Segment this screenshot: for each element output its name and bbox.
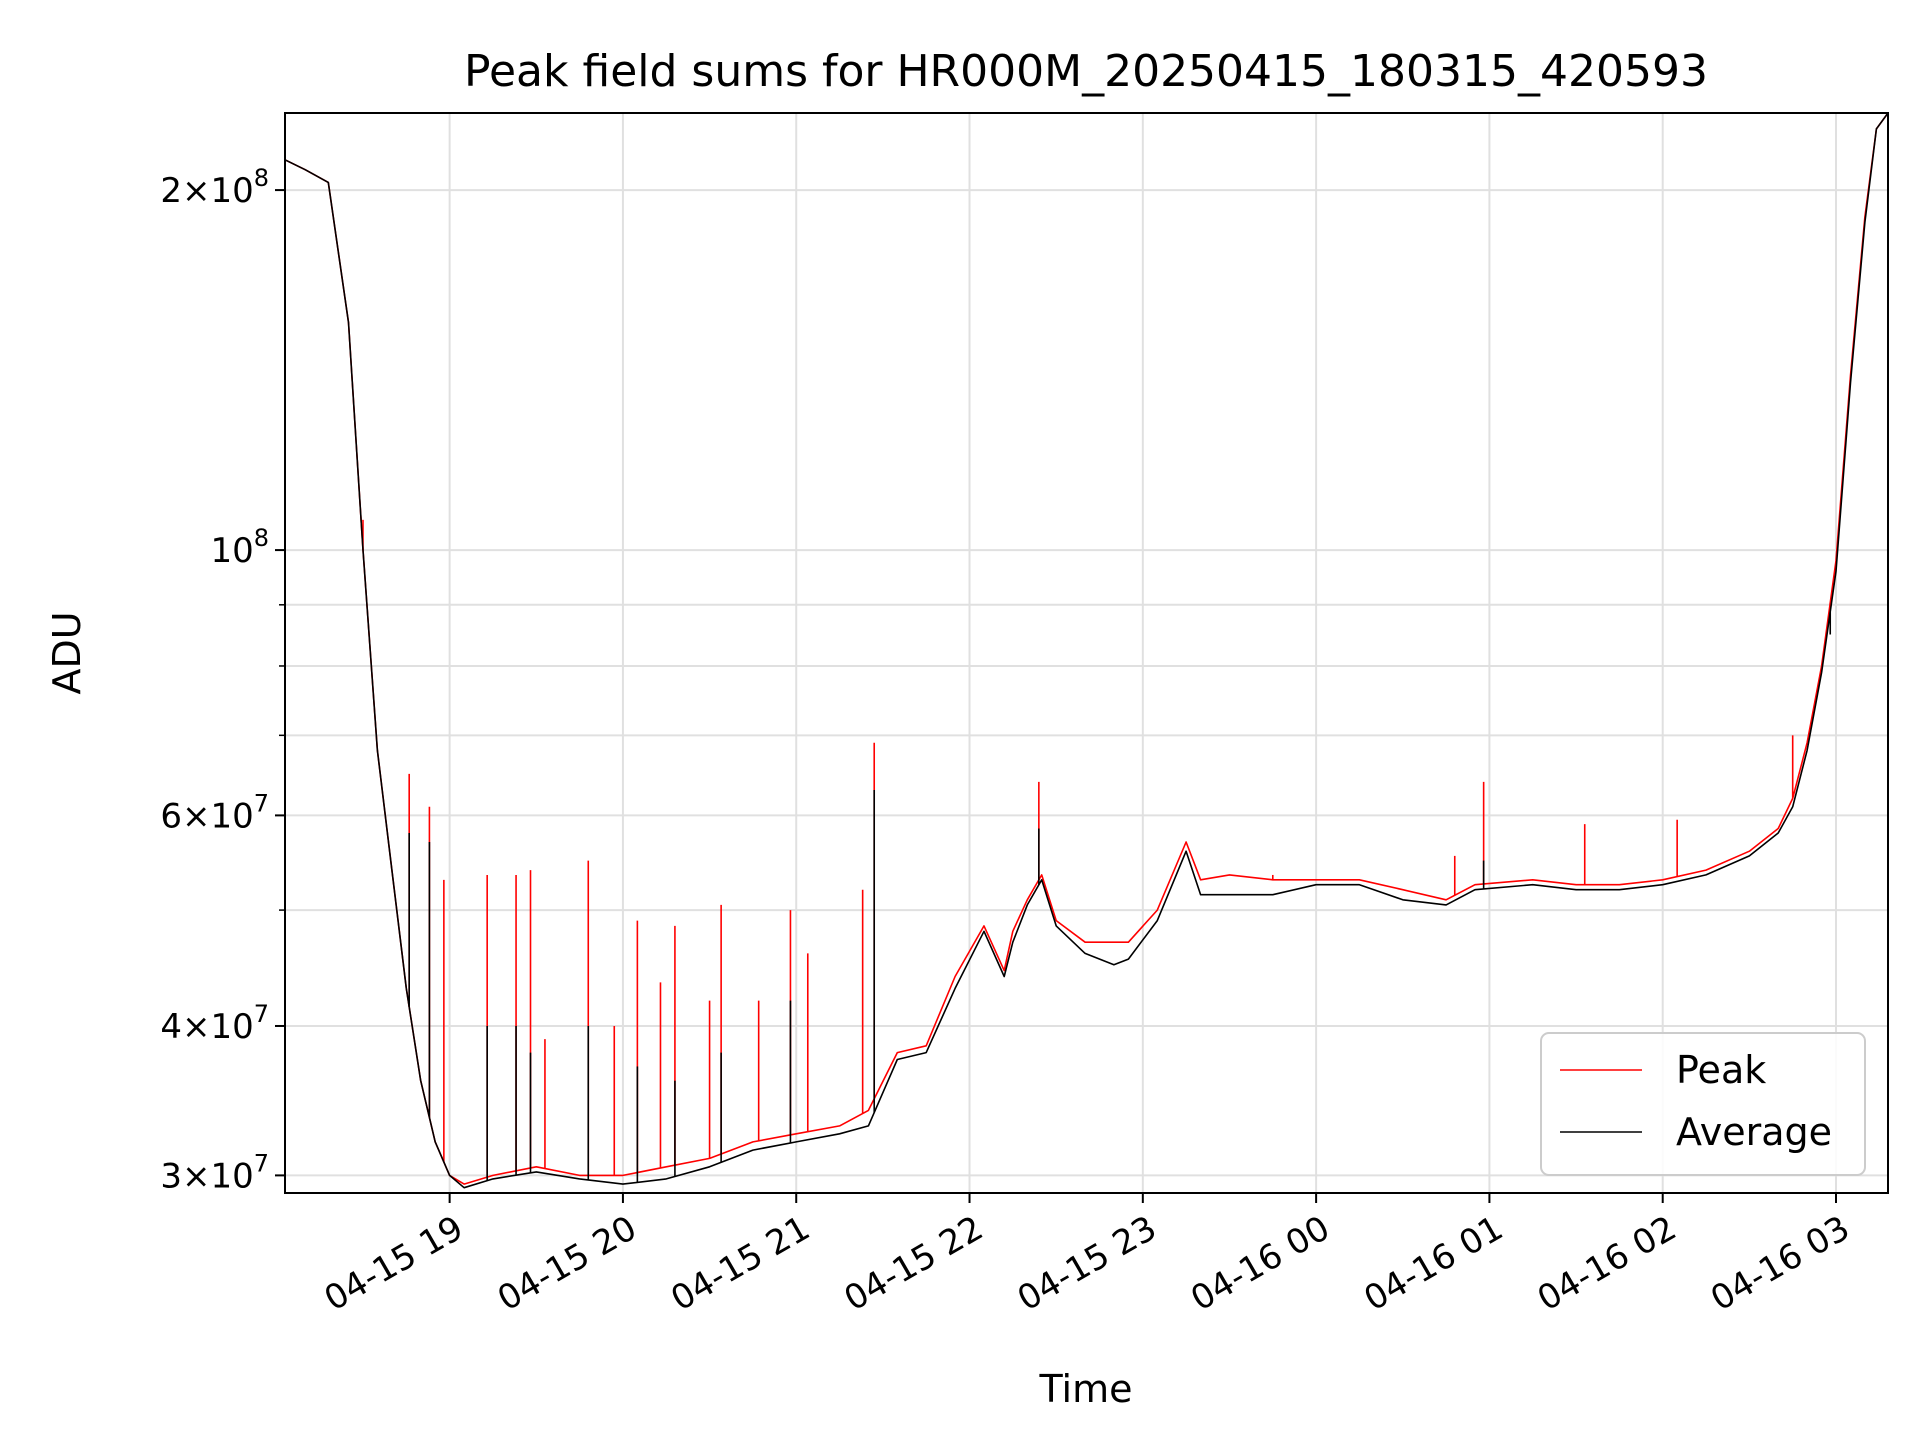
series-line-average (284, 112, 1889, 1189)
legend-box (1540, 1032, 1866, 1176)
legend-peak-label: Peak (1676, 1048, 1766, 1092)
series-lines (284, 112, 1889, 1189)
x-axis-label: Time (1039, 1367, 1133, 1411)
legend-average-label: Average (1676, 1110, 1832, 1154)
y-tick-label: 3×107 (160, 1149, 269, 1196)
legend: Peak Average (1540, 1032, 1866, 1176)
y-tick-label: 2×108 (160, 164, 269, 211)
y-axis-label: ADU (45, 611, 89, 694)
y-tick-label: 4×107 (160, 1000, 269, 1047)
grid-lines (285, 113, 1888, 1193)
y-tick-label: 6×107 (160, 789, 269, 836)
chart-title: Peak field sums for HR000M_20250415_1803… (464, 46, 1708, 97)
y-tick-label: 108 (210, 524, 269, 571)
plot-frame (284, 112, 1889, 1194)
